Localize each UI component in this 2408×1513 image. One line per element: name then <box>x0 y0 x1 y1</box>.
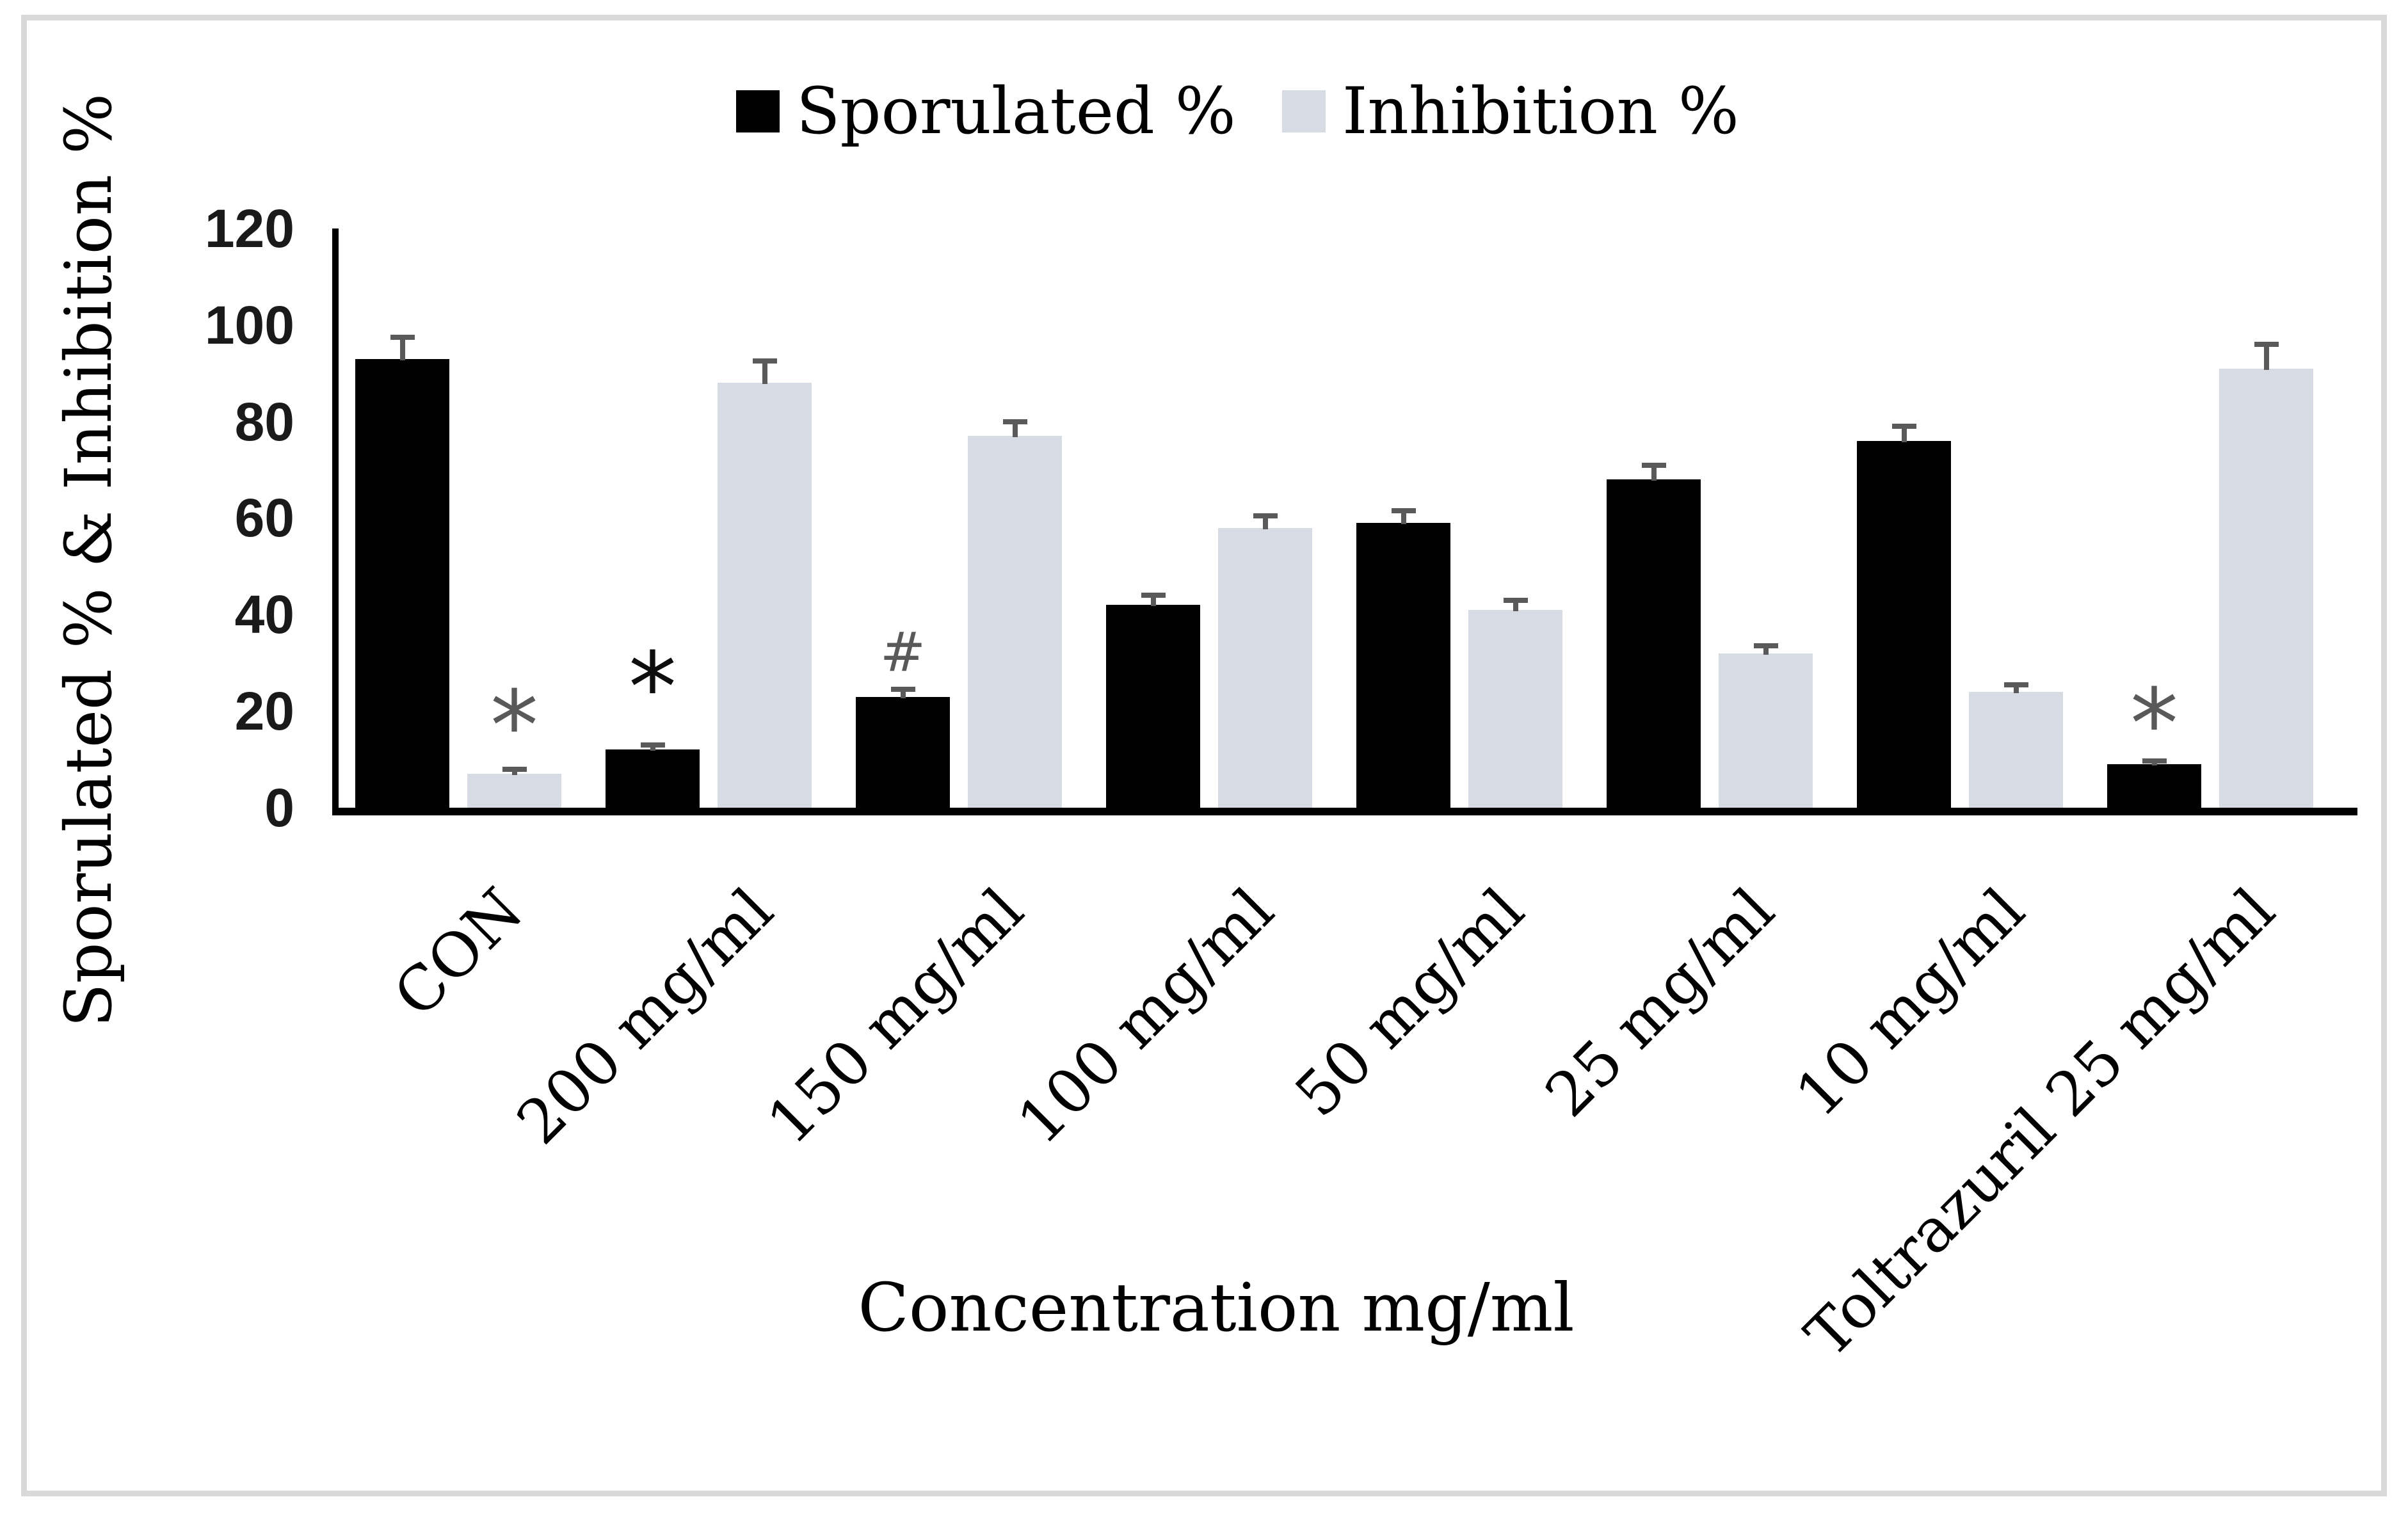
error-bar-cap <box>1641 462 1666 468</box>
bar-sporulated-25 mg/ml <box>1607 479 1701 808</box>
error-bar-cap <box>1391 508 1416 514</box>
y-tick-label: 60 <box>234 488 294 548</box>
error-bar-cap <box>640 742 665 748</box>
error-bar-cap <box>1753 643 1778 649</box>
error-bar-cap <box>1002 419 1027 424</box>
error-bar-cap <box>390 334 415 340</box>
x-axis-title: Concentration mg/ml <box>858 1269 1575 1347</box>
error-bar-cap <box>2142 758 2167 764</box>
legend-swatch-sporulated <box>736 90 780 132</box>
bar-sporulated-50 mg/ml <box>1356 523 1450 808</box>
bar-inhibition-10 mg/ml <box>1969 691 2063 808</box>
error-bar-cap <box>2003 682 2028 687</box>
error-bar-stem <box>2151 763 2157 766</box>
bar-inhibition-200 mg/ml <box>718 383 812 808</box>
legend-label-sporulated: Sporulated % <box>796 74 1236 148</box>
y-tick-label: 100 <box>204 294 294 355</box>
legend-label-inhibition: Inhibition % <box>1342 74 1739 148</box>
error-bar-cap <box>1253 513 1278 518</box>
y-tick-label: 20 <box>234 681 294 742</box>
legend-item-inhibition: Inhibition % <box>1282 76 1739 147</box>
bar-inhibition-100 mg/ml <box>1218 527 1312 808</box>
bar-inhibition-50 mg/ml <box>1468 609 1562 808</box>
error-bar-stem <box>1401 513 1406 524</box>
error-bar-cap <box>890 687 915 692</box>
error-bar-stem <box>762 364 767 385</box>
bar-sporulated-10 mg/ml <box>1857 440 1951 808</box>
error-bar-stem <box>399 339 405 360</box>
error-bar-stem <box>1513 602 1518 611</box>
bar-sporulated-Toltrazuril 25 mg/ml <box>2107 764 2201 808</box>
error-bar-stem <box>1901 429 1907 442</box>
error-bar-cap <box>752 358 777 364</box>
error-bar-stem <box>1651 467 1657 481</box>
error-bar-cap <box>1891 424 1916 429</box>
error-bar-cap <box>502 766 527 772</box>
bar-sporulated-200 mg/ml <box>606 749 700 808</box>
significance-marker: * <box>629 632 677 744</box>
bar-sporulated-100 mg/ml <box>1106 605 1200 808</box>
significance-marker: * <box>2130 668 2178 780</box>
bar-inhibition-150 mg/ml <box>968 436 1062 808</box>
bar-inhibition-25 mg/ml <box>1719 653 1813 808</box>
error-bar-stem <box>650 747 655 751</box>
error-bar-stem <box>2013 687 2019 693</box>
y-tick-label: 40 <box>234 584 294 645</box>
error-bar-cap <box>1503 597 1528 603</box>
bar-inhibition-Toltrazuril 25 mg/ml <box>2219 368 2313 808</box>
bar-inhibition-CON <box>467 774 561 808</box>
y-tick-label: 80 <box>234 391 294 452</box>
error-bar-stem <box>511 771 517 776</box>
significance-marker: # <box>879 620 926 684</box>
significance-marker: * <box>490 670 538 782</box>
bar-sporulated-CON <box>355 358 449 808</box>
bar-sporulated-150 mg/ml <box>856 696 950 808</box>
legend-item-sporulated: Sporulated % <box>736 76 1236 147</box>
error-bar-cap <box>1141 593 1166 598</box>
y-tick-label: 0 <box>264 778 294 838</box>
error-bar-stem <box>2263 346 2269 370</box>
error-bar-stem <box>900 692 906 698</box>
x-axis-line <box>332 808 2357 815</box>
error-bar-stem <box>1262 518 1268 529</box>
y-axis-line <box>332 228 339 815</box>
error-bar-cap <box>2254 341 2279 347</box>
legend-swatch-inhibition <box>1282 90 1326 132</box>
error-bar-stem <box>1012 424 1018 438</box>
error-bar-stem <box>1763 648 1769 655</box>
y-tick-label: 120 <box>204 198 294 259</box>
error-bar-stem <box>1150 598 1156 607</box>
